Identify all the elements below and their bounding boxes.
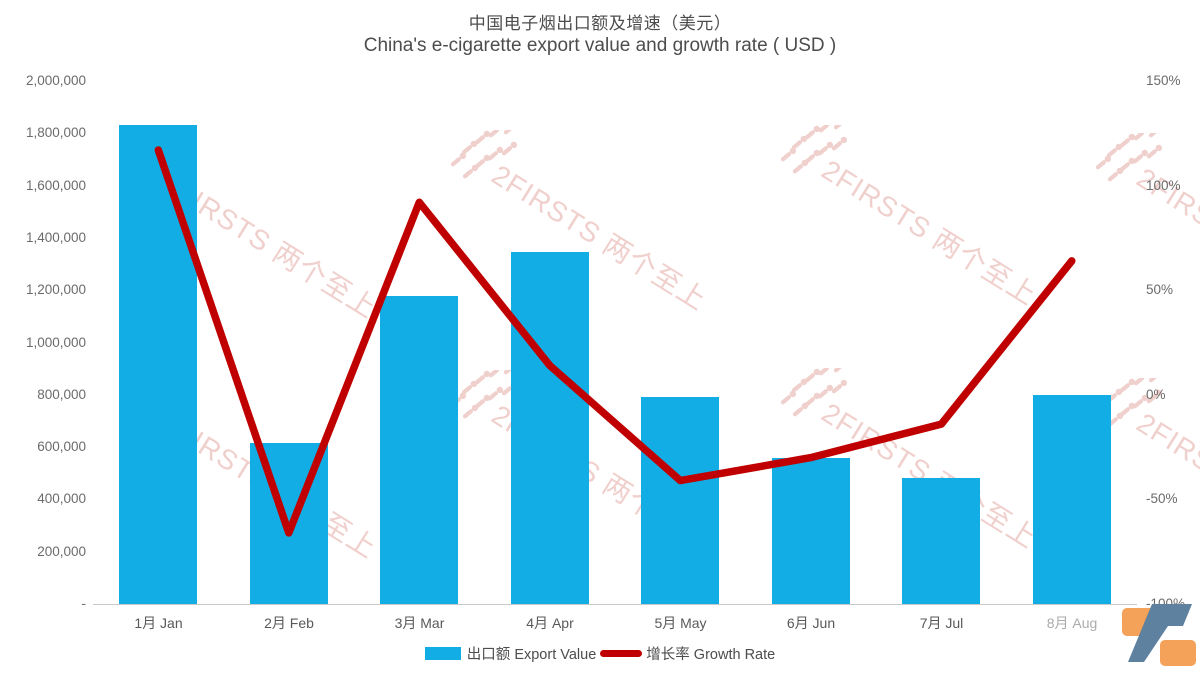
x-axis-baseline	[93, 604, 1137, 605]
y2-axis-tick-label: 50%	[1146, 282, 1174, 298]
legend-swatch-export-value	[424, 647, 461, 660]
y-axis-tick-label: 800,000	[37, 386, 86, 402]
bars-layer	[93, 81, 1137, 604]
plot-area	[93, 81, 1137, 605]
x-axis-label: 7月 Jul	[919, 615, 964, 631]
y2-axis-tick-label: 150%	[1146, 73, 1181, 88]
y-axis-tick-label: -	[81, 596, 87, 611]
bar-export-value	[510, 252, 589, 604]
x-axis-label: 5月 May	[654, 615, 707, 631]
watermark: 2FIRSTS 两个至上	[778, 115, 1042, 311]
growth-rate-polyline	[154, 146, 1076, 537]
bar-export-value	[380, 296, 459, 604]
bar-export-value	[771, 458, 850, 604]
x-axis-label: 1月 Jan	[134, 615, 183, 631]
y2-axis-tick-label: 100%	[1146, 177, 1181, 193]
chart-title-en: China's e-cigarette export value and gro…	[363, 35, 837, 56]
y-axis-tick-label: 400,000	[37, 491, 86, 507]
y-axis-tick-label: 1,200,000	[25, 282, 86, 298]
watermark-dots-icon	[780, 115, 850, 174]
watermark-text: 2FIRSTS 两个至上	[1131, 407, 1200, 564]
bar-export-value	[641, 397, 720, 604]
legend-swatch-growth-rate	[600, 650, 643, 657]
y-axis-tick-label: 1,400,000	[25, 229, 86, 245]
bar-export-value	[902, 477, 981, 604]
bar-export-value	[119, 125, 198, 604]
y-axis-tick-label: 600,000	[37, 439, 86, 455]
x-axis-label: 6月 Jun	[786, 615, 836, 631]
legend-label-growth-rate: 增长率 Growth Rate	[646, 647, 776, 663]
legend: 出口额 Export Value 增长率 Growth Rate	[0, 643, 1200, 664]
y2-axis-tick-label: -50%	[1146, 491, 1178, 507]
x-axis-label: 3月 Mar	[394, 615, 445, 631]
y-axis-tick-label: 1,800,000	[25, 125, 86, 141]
y-axis-tick-label: 200,000	[37, 543, 86, 559]
growth-rate-line	[154, 146, 1076, 537]
legend-label-export-value: 出口额 Export Value	[466, 647, 597, 663]
x-axis-label: 2月 Feb	[264, 615, 314, 631]
y-axis-tick-label: 1,000,000	[25, 334, 86, 350]
bar-export-value	[1032, 394, 1111, 604]
y-axis-tick-label: 1,600,000	[25, 177, 86, 193]
chart-title-zh: 中国电子烟出口额及增速（美元）	[468, 14, 732, 33]
2firsts-logo-icon	[1122, 604, 1196, 666]
x-axis-label: 4月 Apr	[526, 615, 574, 631]
y-axis-tick-label: 2,000,000	[25, 73, 86, 88]
y2-axis-tick-label: 0%	[1146, 386, 1166, 402]
x-axis-label: 8月 Aug	[1046, 615, 1098, 631]
